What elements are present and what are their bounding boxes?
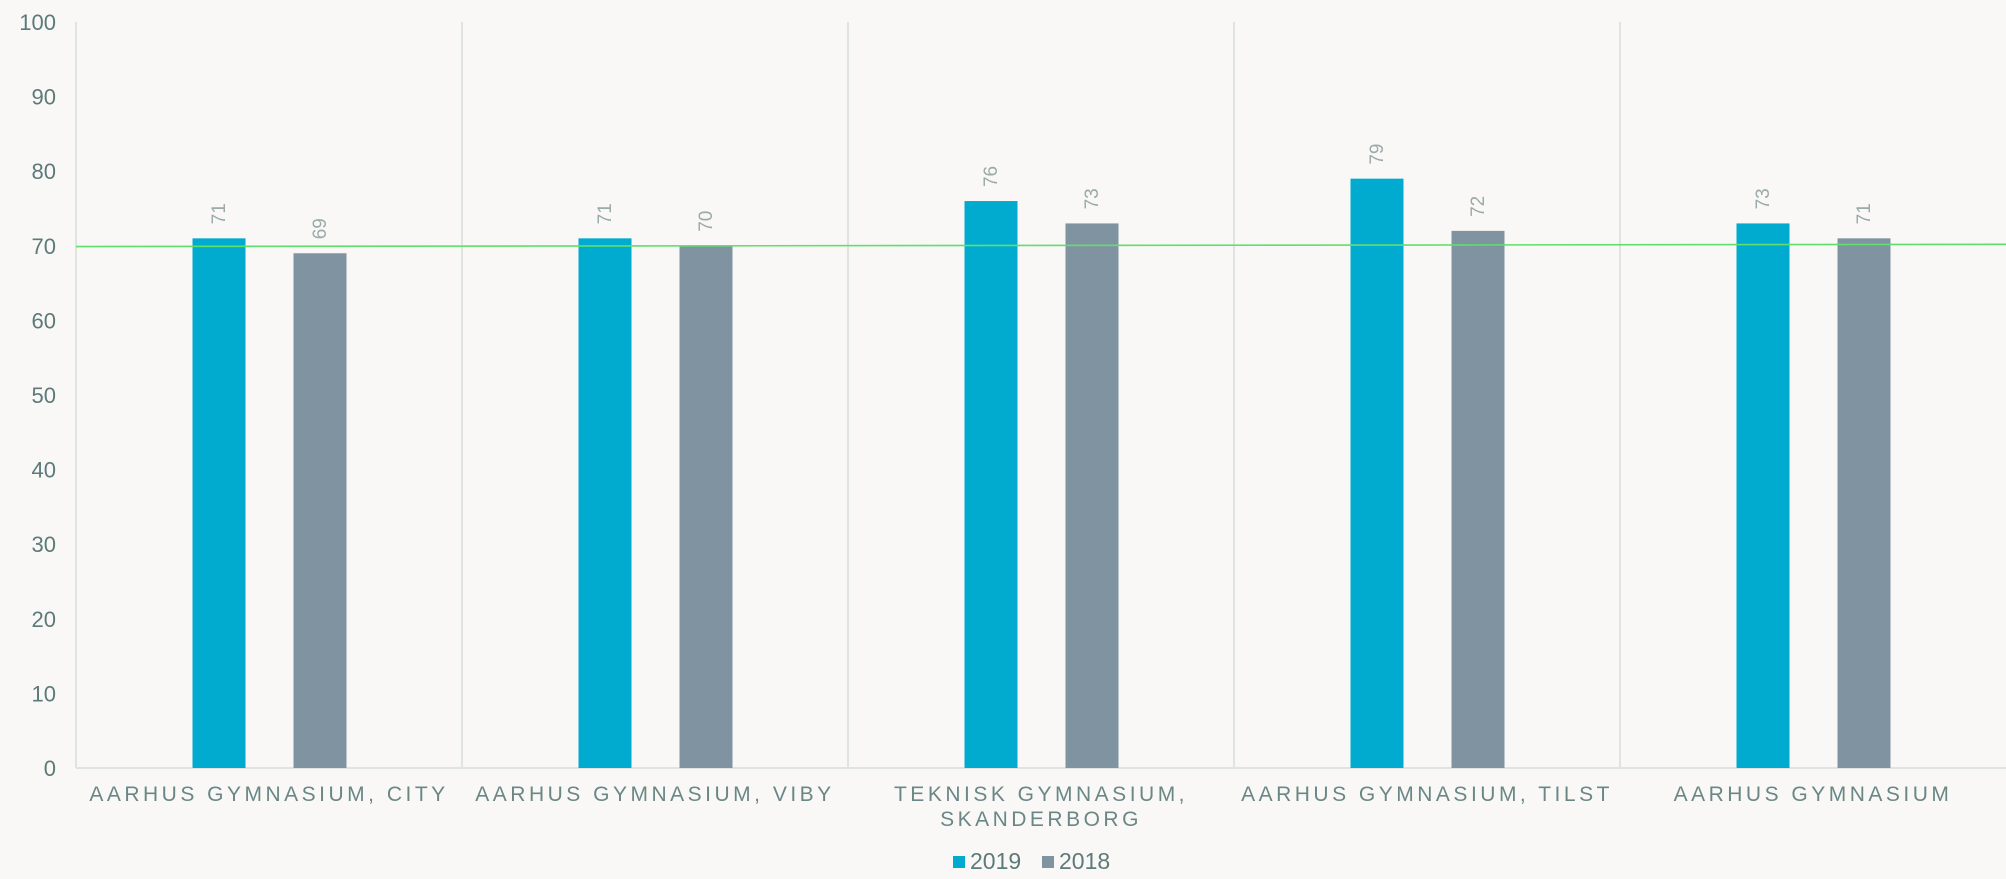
data-label: 71	[1854, 203, 1875, 224]
y-axis: 0 10 20 30 40 50 60 70 80 90 100	[19, 10, 56, 781]
data-label: 79	[1367, 144, 1388, 165]
bar-2018-3	[1065, 223, 1119, 769]
bar-2019-2	[578, 238, 632, 769]
data-label: 71	[595, 203, 616, 224]
y-tick-label: 20	[32, 607, 56, 632]
data-label: 73	[1753, 188, 1774, 209]
y-tick-label: 70	[32, 234, 56, 259]
bar-2018-5	[1837, 238, 1891, 769]
data-labels: 71 69 71 70 76 73 79 72 73 71	[209, 144, 1875, 240]
data-label: 69	[310, 218, 331, 239]
y-tick-label: 100	[19, 10, 56, 35]
data-label: 73	[1082, 188, 1103, 209]
y-tick-label: 90	[32, 85, 56, 110]
bars	[192, 178, 1891, 769]
x-tick-label: AARHUS GYMNASIUM, VIBY	[475, 783, 834, 806]
x-tick-label: AARHUS GYMNASIUM, TILST	[1241, 783, 1613, 806]
data-label: 70	[696, 211, 717, 232]
y-tick-label: 30	[32, 532, 56, 557]
data-label: 76	[981, 166, 1002, 187]
legend-label-2019: 2019	[970, 848, 1021, 874]
y-tick-label: 40	[32, 458, 56, 483]
bar-2018-2	[679, 245, 733, 769]
legend-swatch-2019	[953, 856, 965, 868]
reference-line-segment	[75, 243, 2006, 248]
y-tick-label: 60	[32, 308, 56, 333]
x-axis: AARHUS GYMNASIUM, CITY AARHUS GYMNASIUM, …	[89, 783, 1953, 831]
x-tick-label: AARHUS GYMNASIUM, CITY	[89, 783, 448, 806]
data-label: 72	[1468, 196, 1489, 217]
bar-2018-4	[1451, 230, 1505, 768]
legend-swatch-2018	[1042, 856, 1054, 868]
bar-2019-4	[1350, 178, 1404, 768]
gridlines	[75, 22, 2006, 769]
y-tick-label: 80	[32, 159, 56, 184]
reference-line	[75, 243, 2006, 248]
y-tick-label: 50	[32, 383, 56, 408]
bar-2018-1	[293, 253, 347, 768]
y-tick-label: 10	[32, 681, 56, 706]
legend: 2019 2018	[953, 848, 1110, 874]
data-label: 71	[209, 203, 230, 224]
y-tick-label: 0	[44, 756, 56, 781]
bar-2019-5	[1736, 223, 1790, 769]
x-tick-label: AARHUS GYMNASIUM	[1674, 783, 1953, 806]
legend-label-2018: 2018	[1059, 848, 1110, 874]
x-tick-label: TEKNISK GYMNASIUM,	[894, 783, 1188, 806]
bar-2019-3	[964, 201, 1018, 769]
x-tick-label: SKANDERBORG	[940, 808, 1142, 831]
bar-2019-1	[192, 238, 246, 769]
